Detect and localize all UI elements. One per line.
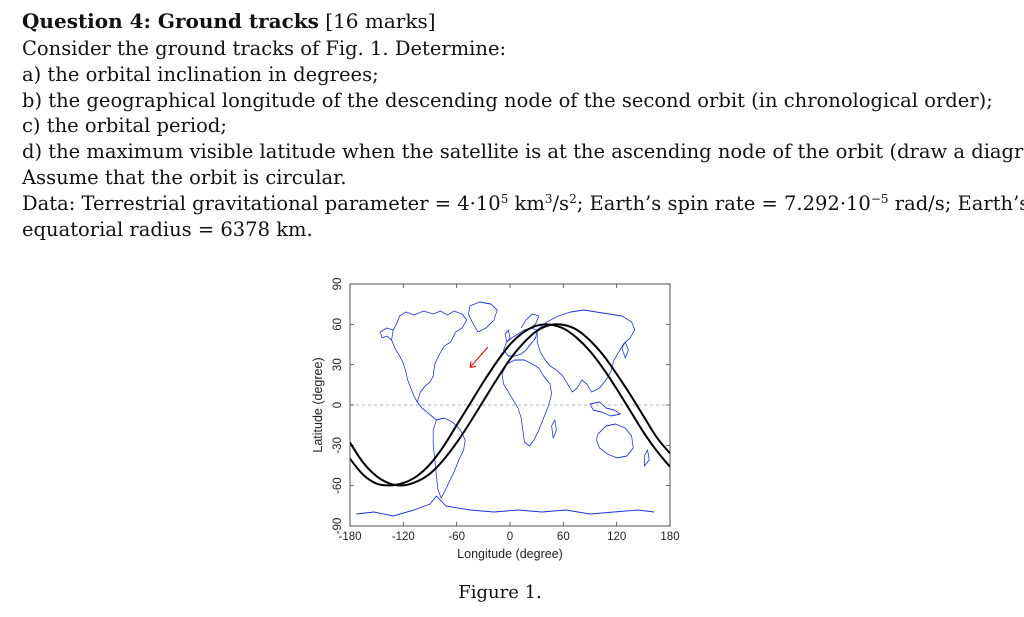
- question-intro: Consider the ground tracks of Fig. 1. De…: [22, 37, 507, 60]
- y-tick-label: 30: [332, 358, 344, 371]
- coast-new-zealand: [644, 449, 650, 467]
- ground-tracks: [350, 323, 670, 487]
- x-tick-label: 0: [507, 531, 513, 543]
- y-tick-label: -30: [332, 437, 344, 454]
- question-title: Question 4: Ground tracks [16 marks]: [22, 6, 1002, 36]
- y-tick-label: 90: [332, 278, 344, 291]
- direction-arrow: [469, 346, 489, 368]
- x-tick-label: 180: [660, 531, 679, 543]
- coast-australia: [596, 423, 634, 459]
- coast-africa: [501, 359, 552, 447]
- coast-central-america: [416, 401, 437, 421]
- coast-alaska: [380, 327, 394, 341]
- coast-south-america: [432, 417, 466, 499]
- x-tick-label: -120: [392, 531, 415, 543]
- coast-japan: [621, 341, 629, 359]
- arrow-shaft: [469, 346, 489, 368]
- coast-scandinavia: [520, 313, 540, 329]
- data-line-2: equatorial radius = 6378 km.: [22, 217, 313, 241]
- coast-indonesia: [589, 401, 621, 417]
- y-tick-label: 0: [332, 402, 344, 408]
- coast-greenland: [468, 301, 498, 333]
- coast-north-america: [391, 310, 468, 403]
- y-axis-label: Latitude (degree): [311, 357, 325, 452]
- y-tick-label: -90: [332, 518, 344, 535]
- x-tick-label: 60: [557, 531, 570, 543]
- x-tick-label: -180: [338, 531, 361, 543]
- figure-caption: Figure 1.: [458, 582, 542, 603]
- part-d: d) the maximum visible latitude when the…: [22, 140, 1024, 164]
- coast-madagascar: [551, 419, 557, 439]
- coast-uk: [504, 329, 511, 343]
- x-tick-label: 120: [607, 531, 626, 543]
- marks-label: [16 marks]: [325, 9, 436, 33]
- coast-europe: [503, 327, 538, 357]
- ground-track-2: [350, 323, 670, 487]
- arrow-head: [469, 361, 477, 368]
- world-coastlines: [356, 301, 655, 517]
- data-line: Data: Terrestrial gravitational paramete…: [22, 191, 1024, 215]
- part-c: c) the orbital period;: [22, 114, 227, 138]
- plot-axes: -180 -120 -60 0 60 120 180 90 60 30 0 -30 -60 -90 Long…: [311, 278, 680, 561]
- assumption: Assume that the orbit is circular.: [22, 165, 347, 189]
- part-b: b) the geographical longitude of the des…: [22, 88, 993, 112]
- question-document: Question 4: Ground tracks [16 marks] Con…: [22, 6, 1024, 242]
- y-tick-label: 60: [332, 318, 344, 331]
- question-heading: Question 4: Ground tracks: [22, 9, 319, 33]
- x-axis-label: Longitude (degree): [457, 547, 563, 561]
- y-tick-label: -60: [332, 477, 344, 494]
- ground-track-figure: -180 -120 -60 0 60 120 180 90 60 30 0 -30 -60 -90 Long…: [300, 270, 700, 605]
- ground-track-1: [350, 323, 670, 487]
- x-tick-label: -60: [448, 531, 465, 543]
- ground-track-chart: -180 -120 -60 0 60 120 180 90 60 30 0 -30 -60 -90 Long…: [311, 278, 680, 561]
- part-a: a) the orbital inclination in degrees;: [22, 62, 379, 86]
- coast-antarctica: [356, 495, 655, 517]
